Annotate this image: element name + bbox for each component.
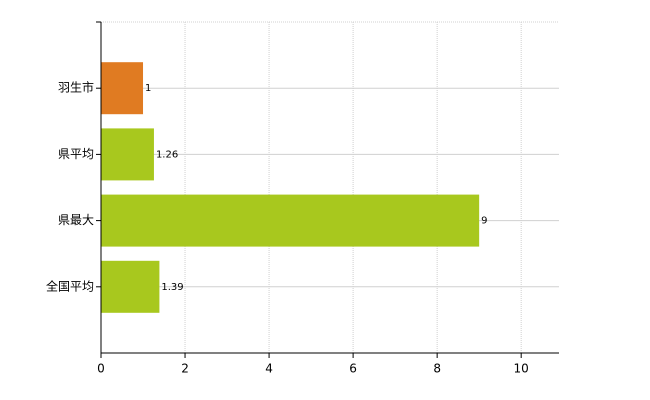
value-label: 1 — [145, 83, 151, 94]
x-tick-label: 4 — [265, 362, 273, 376]
y-tick-label: 羽生市 — [58, 80, 94, 95]
x-tick-label: 2 — [181, 362, 189, 376]
bar — [101, 128, 154, 181]
y-tick-label: 県平均 — [58, 147, 94, 161]
bar — [101, 194, 480, 247]
value-label: 9 — [481, 216, 487, 227]
x-tick-label: 0 — [97, 362, 105, 376]
bar — [101, 62, 144, 115]
bar — [101, 260, 160, 313]
y-tick-label: 全国平均 — [46, 278, 94, 293]
value-label: 1.39 — [161, 282, 183, 293]
value-label: 1.26 — [156, 149, 178, 160]
x-tick-label: 6 — [349, 362, 357, 376]
x-tick-label: 10 — [514, 362, 529, 376]
y-tick-label: 県最大 — [58, 213, 94, 227]
x-tick-label: 8 — [433, 362, 441, 376]
